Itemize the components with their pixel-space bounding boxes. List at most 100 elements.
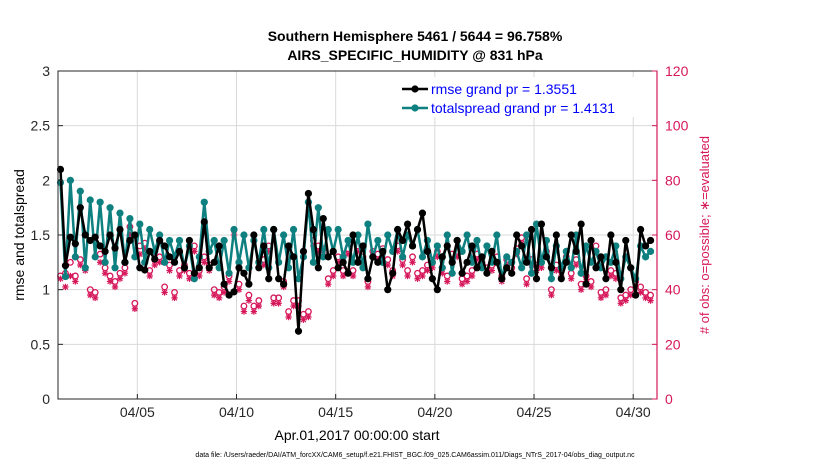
rmse-point [260,242,268,250]
rmse-point [161,242,169,250]
rmse-point [334,264,342,272]
rmse-point [403,220,412,228]
rmse-point [473,264,481,272]
rmse-point [562,258,570,266]
totalspread-point [354,231,362,239]
obs-possible-marker [255,297,263,305]
rmse-point [220,280,228,288]
obs-evaluated-marker [597,294,605,302]
y-tick-label: 0.5 [31,336,51,352]
rmse-point [111,244,119,252]
obs-evaluated-marker [463,278,471,285]
rmse-point [61,262,70,270]
y-tick-label: 2 [42,172,50,188]
rmse-point [359,242,367,250]
totalspread-point [448,269,456,277]
rmse-point [413,225,422,234]
rmse-point [270,225,278,234]
obs-evaluated-marker [151,261,158,269]
rmse-point [289,253,298,261]
totalspread-point [522,231,531,239]
rmse-point [468,242,476,250]
legend-rmse-marker [411,85,419,93]
obs-evaluated-marker [215,294,223,302]
rmse-point [518,242,526,250]
rmse-point [463,258,471,266]
rmse-point [56,165,65,173]
rmse-point [547,264,555,272]
rmse-point [384,286,392,294]
obs-evaluated-marker [607,272,615,280]
rmse-point [141,266,149,274]
rmse-point [250,231,258,239]
rmse-point [607,231,615,239]
x-axis-label: Apr.01,2017 00:00:00 start [274,427,439,443]
rmse-point [314,264,322,272]
x-tick-label: 04/25 [517,404,552,420]
totalspread-point [314,204,322,212]
totalspread-point [81,264,89,272]
x-tick-label: 04/05 [120,404,155,420]
rmse-point [433,286,441,294]
obs-evaluated-marker [414,275,421,282]
totalspread-point [289,225,298,234]
rmse-point [146,247,154,255]
totalspread-point [116,209,124,217]
obs-possible-marker [161,283,169,291]
rmse-point [210,258,218,266]
rmse-point [483,269,491,277]
rmse-point [369,253,377,261]
totalspread-point [334,225,342,234]
totalspread-point [399,253,407,261]
rmse-point [200,218,208,226]
y-tick-label: 2.5 [31,118,51,134]
totalspread-point [309,258,317,266]
obs-evaluated-marker [488,267,496,274]
totalspread-point [518,264,526,272]
obs-evaluated-marker [602,291,610,299]
obs-evaluated-marker [285,313,292,321]
rmse-point [443,242,451,250]
totalspread-point [646,247,655,255]
totalspread-point [418,253,427,261]
rmse-point [299,247,308,255]
obs-evaluated-marker [572,261,580,269]
y-tick-label: 0 [42,391,50,407]
obs-evaluated-marker [101,270,109,277]
obs-possible-marker [647,291,655,299]
rmse-point [284,242,293,250]
obs-evaluated-marker [106,278,114,285]
rmse-point [508,269,516,277]
totalspread-point [503,253,511,261]
rmse-point [622,236,630,245]
totalspread-point [493,231,501,239]
obs-evaluated-marker [250,308,258,315]
rmse-point [354,258,362,266]
totalspread-point [165,236,174,245]
obs-possible-marker [245,291,253,299]
totalspread-point [567,264,575,272]
rmse-point [255,264,263,272]
rmse-point [632,291,640,299]
x-tick-label: 04/15 [318,404,353,420]
rmse-point [389,269,397,277]
line-layer [56,165,655,335]
rmse-point [344,269,352,277]
obs-possible-marker [171,288,178,296]
rmse-point [240,269,248,277]
rmse-point [235,264,243,272]
totalspread-point [547,275,555,283]
rmse-point [304,189,313,198]
rmse-point [503,264,511,272]
obs-evaluated-marker [275,300,282,307]
obs-evaluated-marker [166,267,173,274]
obs-possible-marker [285,308,293,315]
totalspread-point [532,220,541,228]
rmse-point [71,240,79,248]
rmse-point [582,280,590,288]
rmse-point [438,253,446,261]
rmse-point [280,280,288,288]
obs-evaluated-marker [96,259,104,266]
totalspread-point [468,258,476,266]
rmse-point [374,258,382,266]
